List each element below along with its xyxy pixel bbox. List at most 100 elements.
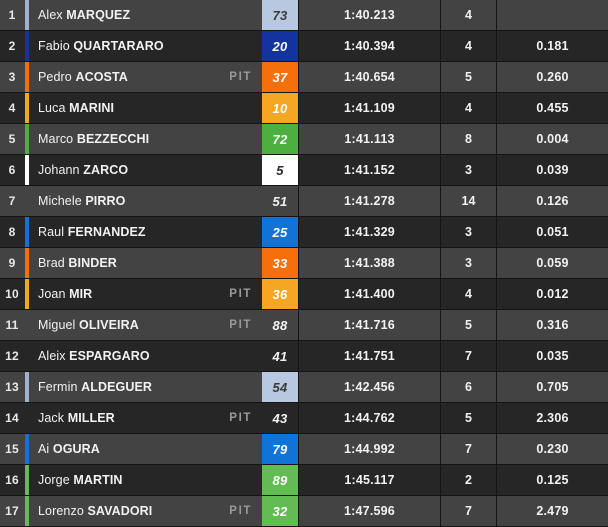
rider-name: Michele PIRRO bbox=[38, 194, 125, 208]
table-row[interactable]: 1 Alex MARQUEZ 73 1:40.213 4 bbox=[0, 0, 608, 31]
rider-number-badge: 43 bbox=[272, 410, 288, 426]
rider-name: Jack MILLER bbox=[38, 411, 115, 425]
pit-status-badge: PIT bbox=[229, 412, 252, 424]
table-row[interactable]: 12 Aleix ESPARGARO 41 1:41.751 7 0.035 bbox=[0, 341, 608, 372]
position-number: 8 bbox=[8, 225, 16, 239]
gap-to-ahead: 2.306 bbox=[496, 403, 608, 433]
rider-first-name: Lorenzo bbox=[38, 504, 84, 518]
lap-count: 4 bbox=[440, 0, 496, 30]
rider-cell[interactable]: Ai OGURA bbox=[29, 434, 262, 464]
lap-count: 4 bbox=[440, 93, 496, 123]
rider-cell[interactable]: Marco BEZZECCHI bbox=[29, 124, 262, 154]
team-colour-bar bbox=[25, 217, 29, 247]
rider-cell[interactable]: Michele PIRRO bbox=[29, 186, 262, 216]
rider-name: Fermin ALDEGUER bbox=[38, 380, 152, 394]
table-row[interactable]: 13 Fermin ALDEGUER 54 1:42.456 6 0.705 bbox=[0, 372, 608, 403]
rider-last-name: OLIVEIRA bbox=[79, 318, 139, 332]
lap-time: 1:44.762 bbox=[298, 403, 440, 433]
rider-last-name: FERNANDEZ bbox=[67, 225, 146, 239]
rider-last-name: MILLER bbox=[67, 411, 115, 425]
rider-cell[interactable]: Fermin ALDEGUER bbox=[29, 372, 262, 402]
lap-count: 14 bbox=[440, 186, 496, 216]
lap-time: 1:44.992 bbox=[298, 434, 440, 464]
team-colour-bar bbox=[25, 372, 29, 402]
table-row[interactable]: 16 Jorge MARTIN 89 1:45.117 2 0.125 bbox=[0, 465, 608, 496]
table-row[interactable]: 6 Johann ZARCO 5 1:41.152 3 0.039 bbox=[0, 155, 608, 186]
lap-time: 1:41.278 bbox=[298, 186, 440, 216]
rider-cell[interactable]: Johann ZARCO bbox=[29, 155, 262, 185]
gap-to-ahead: 0.230 bbox=[496, 434, 608, 464]
position-number: 10 bbox=[5, 287, 19, 301]
rider-cell[interactable]: Raul FERNANDEZ bbox=[29, 217, 262, 247]
rider-cell[interactable]: Miguel OLIVEIRA PIT bbox=[29, 310, 262, 340]
position-number: 11 bbox=[5, 318, 19, 332]
table-row[interactable]: 9 Brad BINDER 33 1:41.388 3 0.059 bbox=[0, 248, 608, 279]
rider-number-badge: 88 bbox=[272, 317, 288, 333]
rider-number-badge: 33 bbox=[262, 248, 298, 278]
team-colour-bar bbox=[25, 0, 29, 30]
rider-cell[interactable]: Jack MILLER PIT bbox=[29, 403, 262, 433]
position-number: 15 bbox=[5, 442, 19, 456]
rider-cell[interactable]: Luca MARINI bbox=[29, 93, 262, 123]
rider-name: Lorenzo SAVADORI bbox=[38, 504, 152, 518]
table-row[interactable]: 5 Marco BEZZECCHI 72 1:41.113 8 0.004 bbox=[0, 124, 608, 155]
gap-to-ahead bbox=[496, 0, 608, 30]
lap-time: 1:41.113 bbox=[298, 124, 440, 154]
lap-time: 1:41.400 bbox=[298, 279, 440, 309]
rider-number-badge: 41 bbox=[272, 348, 288, 364]
table-row[interactable]: 8 Raul FERNANDEZ 25 1:41.329 3 0.051 bbox=[0, 217, 608, 248]
position-number: 5 bbox=[8, 132, 16, 146]
rider-number-badge: 54 bbox=[262, 372, 298, 402]
rider-cell[interactable]: Aleix ESPARGARO bbox=[29, 341, 262, 371]
rider-cell[interactable]: Fabio QUARTARARO bbox=[29, 31, 262, 61]
pit-status-badge: PIT bbox=[229, 71, 252, 83]
rider-cell[interactable]: Lorenzo SAVADORI PIT bbox=[29, 496, 262, 526]
lap-time: 1:41.751 bbox=[298, 341, 440, 371]
rider-cell[interactable]: Joan MIR PIT bbox=[29, 279, 262, 309]
rider-name: Joan MIR bbox=[38, 287, 92, 301]
table-row[interactable]: 10 Joan MIR PIT 36 1:41.400 4 0.012 bbox=[0, 279, 608, 310]
table-row[interactable]: 7 Michele PIRRO 51 1:41.278 14 0.126 bbox=[0, 186, 608, 217]
pit-status-badge: PIT bbox=[229, 288, 252, 300]
rider-cell[interactable]: Brad BINDER bbox=[29, 248, 262, 278]
lap-count: 6 bbox=[440, 372, 496, 402]
lap-count: 7 bbox=[440, 434, 496, 464]
rider-first-name: Alex bbox=[38, 8, 63, 22]
rider-number-badge: 89 bbox=[262, 465, 298, 495]
lap-count: 4 bbox=[440, 279, 496, 309]
rider-name: Luca MARINI bbox=[38, 101, 114, 115]
gap-to-ahead: 0.705 bbox=[496, 372, 608, 402]
rider-last-name: PIRRO bbox=[85, 194, 126, 208]
table-row[interactable]: 17 Lorenzo SAVADORI PIT 32 1:47.596 7 2.479 bbox=[0, 496, 608, 527]
rider-first-name: Fabio bbox=[38, 39, 70, 53]
rider-cell[interactable]: Jorge MARTIN bbox=[29, 465, 262, 495]
gap-to-ahead: 0.125 bbox=[496, 465, 608, 495]
lap-time: 1:45.117 bbox=[298, 465, 440, 495]
lap-time: 1:41.152 bbox=[298, 155, 440, 185]
rider-cell[interactable]: Pedro ACOSTA PIT bbox=[29, 62, 262, 92]
team-colour-bar bbox=[25, 248, 29, 278]
team-colour-bar bbox=[25, 434, 29, 464]
rider-first-name: Fermin bbox=[38, 380, 78, 394]
table-row[interactable]: 15 Ai OGURA 79 1:44.992 7 0.230 bbox=[0, 434, 608, 465]
rider-number-badge: 37 bbox=[262, 62, 298, 92]
rider-cell[interactable]: Alex MARQUEZ bbox=[29, 0, 262, 30]
lap-count: 7 bbox=[440, 496, 496, 526]
table-row[interactable]: 11 Miguel OLIVEIRA PIT 88 1:41.716 5 0.316 bbox=[0, 310, 608, 341]
table-row[interactable]: 2 Fabio QUARTARARO 20 1:40.394 4 0.181 bbox=[0, 31, 608, 62]
rider-last-name: MARINI bbox=[69, 101, 115, 115]
team-colour-bar bbox=[25, 465, 29, 495]
rider-first-name: Luca bbox=[38, 101, 66, 115]
team-colour-bar bbox=[25, 279, 29, 309]
rider-number-badge: 73 bbox=[262, 0, 298, 30]
rider-last-name: OGURA bbox=[52, 442, 100, 456]
table-row[interactable]: 14 Jack MILLER PIT 43 1:44.762 5 2.306 bbox=[0, 403, 608, 434]
lap-count: 3 bbox=[440, 217, 496, 247]
lap-time: 1:41.109 bbox=[298, 93, 440, 123]
position-number: 1 bbox=[8, 8, 16, 22]
lap-count: 5 bbox=[440, 310, 496, 340]
team-colour-bar bbox=[25, 155, 29, 185]
table-row[interactable]: 3 Pedro ACOSTA PIT 37 1:40.654 5 0.260 bbox=[0, 62, 608, 93]
table-row[interactable]: 4 Luca MARINI 10 1:41.109 4 0.455 bbox=[0, 93, 608, 124]
